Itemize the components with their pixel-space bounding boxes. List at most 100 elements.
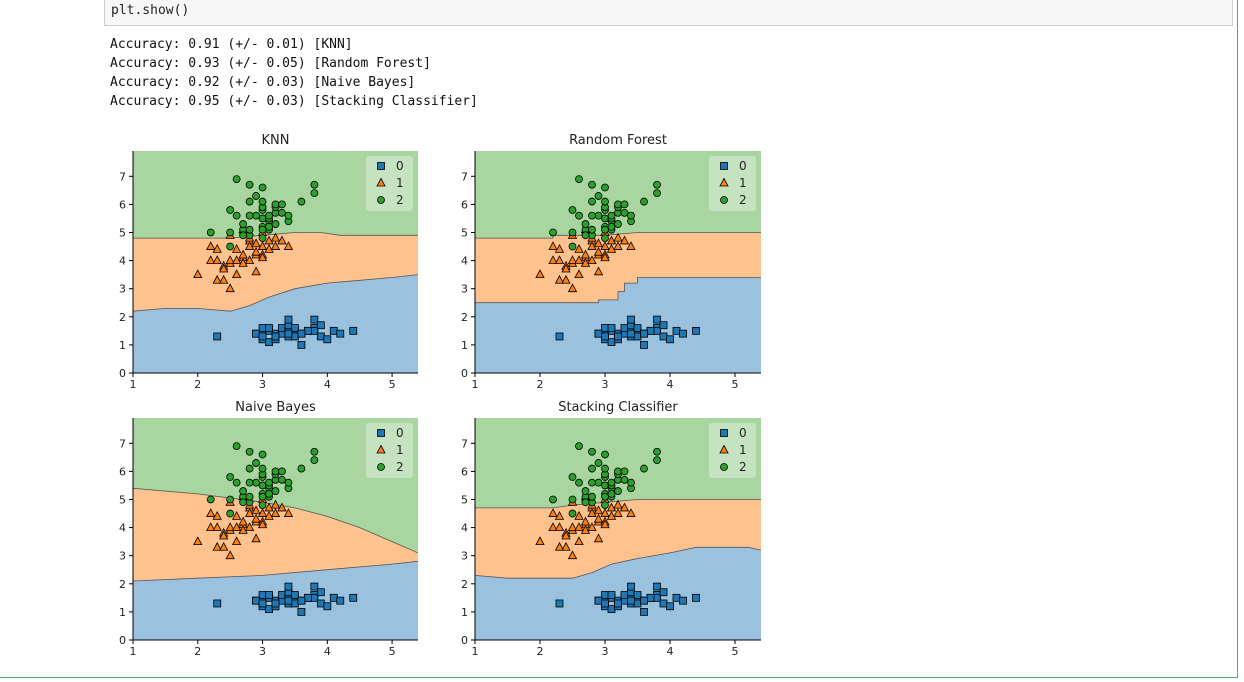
point-class-0 bbox=[284, 582, 293, 591]
point-class-1 bbox=[600, 241, 610, 250]
point-class-1 bbox=[580, 249, 591, 259]
point-class-0 bbox=[627, 582, 635, 591]
code-cell[interactable]: plt.show() bbox=[104, 0, 1233, 26]
point-class-0 bbox=[646, 326, 655, 335]
point-class-0 bbox=[627, 329, 635, 338]
point-class-1 bbox=[554, 274, 565, 284]
point-class-0 bbox=[271, 332, 280, 341]
point-class-2 bbox=[594, 211, 603, 220]
point-class-2 bbox=[653, 180, 661, 189]
point-class-1 bbox=[561, 263, 571, 273]
point-class-2 bbox=[653, 456, 661, 465]
point-class-2 bbox=[271, 200, 280, 209]
point-class-2 bbox=[575, 211, 583, 220]
point-class-2 bbox=[239, 231, 248, 240]
y-tick-label: 0 bbox=[119, 367, 126, 380]
point-class-1 bbox=[613, 508, 623, 517]
point-class-1 bbox=[238, 516, 248, 526]
point-class-1 bbox=[587, 508, 597, 517]
point-class-1 bbox=[574, 269, 584, 279]
point-class-0 bbox=[297, 329, 306, 338]
point-class-1 bbox=[251, 533, 261, 543]
point-class-1 bbox=[548, 255, 558, 264]
point-class-1 bbox=[219, 530, 229, 540]
point-class-2 bbox=[278, 208, 286, 217]
legend-label: 0 bbox=[396, 159, 404, 173]
point-class-2 bbox=[653, 189, 661, 198]
point-class-2 bbox=[252, 478, 260, 487]
point-class-2 bbox=[627, 478, 635, 487]
output-line-knn: Accuracy: 0.91 (+/- 0.01) [KNN] bbox=[110, 37, 353, 52]
y-tick-label: 6 bbox=[461, 465, 468, 478]
point-class-2 bbox=[284, 211, 293, 220]
point-class-2 bbox=[568, 242, 577, 251]
point-class-2 bbox=[258, 501, 267, 510]
point-class-0 bbox=[297, 607, 306, 616]
point-class-1 bbox=[554, 244, 565, 253]
point-class-0 bbox=[252, 596, 260, 605]
point-class-0 bbox=[303, 593, 312, 602]
point-class-0 bbox=[679, 596, 687, 605]
point-class-1 bbox=[264, 235, 274, 245]
x-tick-label: 1 bbox=[130, 645, 137, 658]
point-class-2 bbox=[310, 189, 319, 198]
point-class-1 bbox=[548, 241, 558, 250]
point-class-2 bbox=[252, 211, 260, 220]
subplot-title: Random Forest bbox=[569, 133, 667, 148]
point-class-1 bbox=[574, 536, 584, 546]
point-class-1 bbox=[574, 511, 584, 520]
point-class-2 bbox=[601, 234, 609, 243]
point-class-2 bbox=[614, 220, 622, 228]
y-tick-label: 7 bbox=[119, 437, 126, 450]
point-class-0 bbox=[692, 326, 700, 335]
x-tick-label: 3 bbox=[259, 378, 266, 391]
y-tick-label: 1 bbox=[461, 606, 468, 619]
boundary-line-0-1 bbox=[475, 546, 761, 579]
boundary-line-1-2 bbox=[133, 232, 418, 239]
y-tick-label: 7 bbox=[119, 170, 126, 183]
point-class-0 bbox=[278, 324, 286, 332]
point-class-1 bbox=[600, 519, 610, 529]
point-class-1 bbox=[225, 522, 235, 531]
point-class-1 bbox=[574, 522, 584, 531]
point-class-0 bbox=[653, 593, 661, 602]
point-class-2 bbox=[258, 450, 267, 459]
point-class-2 bbox=[568, 473, 577, 481]
legend-marker-0 bbox=[377, 162, 385, 170]
y-tick-label: 6 bbox=[119, 198, 126, 211]
point-class-0 bbox=[303, 326, 312, 335]
point-class-1 bbox=[212, 244, 222, 253]
point-class-2 bbox=[206, 228, 215, 237]
subplot-title: Naive Bayes bbox=[235, 400, 316, 415]
x-tick-label: 4 bbox=[324, 378, 331, 391]
y-tick-label: 5 bbox=[119, 493, 126, 506]
point-class-1 bbox=[277, 502, 287, 512]
point-class-0 bbox=[316, 321, 325, 330]
region-class-0 bbox=[475, 277, 761, 373]
y-tick-label: 0 bbox=[461, 634, 468, 647]
point-class-2 bbox=[601, 481, 609, 490]
point-class-1 bbox=[587, 522, 597, 531]
point-class-1 bbox=[600, 508, 610, 517]
point-class-2 bbox=[258, 464, 267, 473]
point-class-1 bbox=[225, 550, 235, 560]
point-class-2 bbox=[239, 498, 248, 507]
point-class-0 bbox=[316, 599, 325, 608]
point-class-2 bbox=[588, 464, 596, 473]
point-class-0 bbox=[271, 599, 280, 608]
point-class-2 bbox=[601, 214, 609, 223]
legend-marker-2 bbox=[720, 196, 728, 204]
point-class-1 bbox=[193, 269, 203, 279]
legend-label: 1 bbox=[739, 176, 747, 190]
y-tick-label: 5 bbox=[461, 226, 468, 239]
point-class-0 bbox=[278, 591, 286, 599]
legend-box bbox=[709, 156, 756, 211]
point-class-1 bbox=[225, 283, 235, 293]
point-class-2 bbox=[581, 231, 590, 240]
x-tick-label: 1 bbox=[130, 378, 137, 391]
legend-label: 2 bbox=[739, 193, 747, 207]
point-class-2 bbox=[226, 495, 235, 504]
legend-marker-1 bbox=[376, 177, 386, 187]
